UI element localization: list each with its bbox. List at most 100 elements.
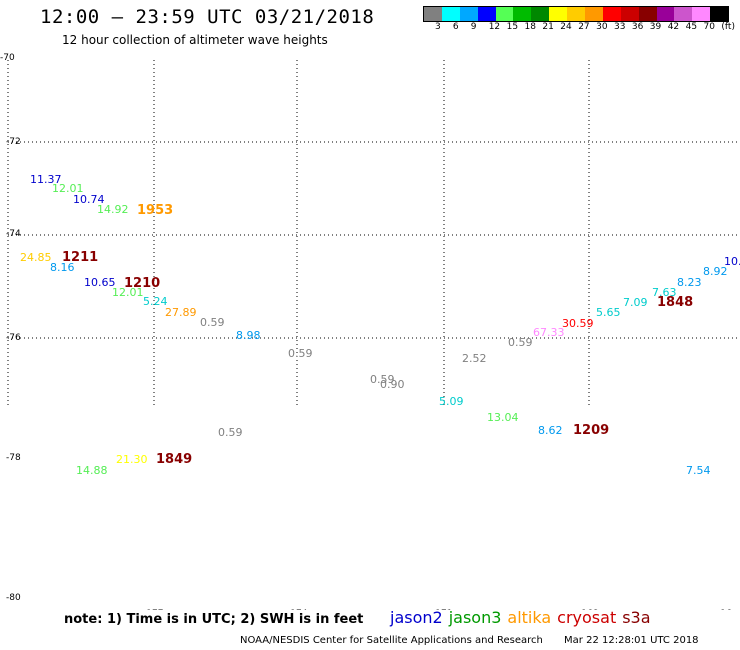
wave-height-label: 14.88 bbox=[76, 464, 108, 477]
wave-height-label: 8.98 bbox=[236, 329, 261, 342]
graticule bbox=[7, 60, 740, 405]
longitude-label: -174 bbox=[287, 609, 308, 610]
colorbar-swatch bbox=[567, 7, 586, 21]
colorbar-label: 39 bbox=[649, 22, 662, 32]
wave-height-label: 5.24 bbox=[143, 295, 168, 308]
wave-height-label: 0.59 bbox=[370, 373, 395, 386]
colorbar-label: 21 bbox=[542, 22, 554, 32]
wave-height-label: 7.54 bbox=[686, 464, 711, 477]
colorbar-swatch bbox=[585, 7, 603, 21]
longitude-label: -177 bbox=[143, 609, 163, 610]
wave-height-label: 0.59 bbox=[200, 316, 225, 329]
observation-time-label: 1849 bbox=[156, 452, 192, 467]
colorbar-label: 70 bbox=[703, 22, 715, 32]
footer-credit: NOAA/NESDIS Center for Satellite Applica… bbox=[240, 635, 699, 646]
units-note: note: 1) Time is in UTC; 2) SWH is in fe… bbox=[64, 612, 364, 627]
legend-entry-s3a: s3a bbox=[622, 608, 651, 627]
wave-height-label: 11.37 bbox=[30, 173, 62, 186]
colorbar-swatch bbox=[638, 7, 657, 21]
credit-text: NOAA/NESDIS Center for Satellite Applica… bbox=[240, 635, 543, 646]
wave-height-label: 10. bbox=[724, 255, 740, 268]
wave-height-label: 0.90 bbox=[380, 378, 405, 391]
colorbar-label: 36 bbox=[631, 22, 644, 32]
wave-height-label: 8.23 bbox=[677, 276, 702, 289]
longitude-labels: -180-177-174-171-168-16 bbox=[143, 609, 732, 610]
wave-height-label: 24.85 bbox=[20, 251, 52, 264]
latitude-label: -74 bbox=[6, 229, 21, 239]
colorbar-label: 9 bbox=[470, 22, 477, 32]
colorbar-label: 12 bbox=[488, 22, 501, 32]
wave-height-label: 12.01 bbox=[52, 182, 84, 195]
wave-height-label: 8.92 bbox=[703, 265, 728, 278]
wave-height-label: 12.01 bbox=[112, 286, 144, 299]
colorbar-swatch bbox=[602, 7, 621, 21]
colorbar-swatch bbox=[441, 7, 460, 21]
wave-height-label: 21.30 bbox=[116, 453, 148, 466]
colorbar-label: 42 bbox=[667, 22, 680, 32]
colorbar-label: 33 bbox=[614, 22, 626, 32]
colorbar-swatch bbox=[549, 7, 568, 21]
latitude-label: -80 bbox=[6, 593, 21, 603]
latitude-label: -78 bbox=[6, 453, 21, 463]
colorbar-label: 24 bbox=[560, 22, 572, 32]
wave-height-label: 5.65 bbox=[596, 306, 621, 319]
latitude-label: -72 bbox=[6, 137, 21, 147]
colorbar-swatch bbox=[495, 7, 514, 21]
wave-height-label: 0.59 bbox=[288, 347, 313, 360]
legend-entry-jason2: jason2 bbox=[390, 608, 443, 627]
colorbar-swatch bbox=[477, 7, 496, 21]
longitude-label: -16 bbox=[717, 609, 732, 610]
legend-entry-cryosat: cryosat bbox=[557, 608, 617, 627]
wave-height-label: 7.09 bbox=[623, 296, 648, 309]
wave-height-map: -70-72-74-76-78-80 -180-177-174-171-168-… bbox=[0, 53, 740, 610]
observation-time-label: 1211 bbox=[62, 250, 98, 265]
wave-height-label: 7.63 bbox=[652, 286, 677, 299]
timestamp-text: Mar 22 12:28:01 UTC 2018 bbox=[564, 635, 699, 646]
wave-height-label: 0.59 bbox=[218, 426, 243, 439]
wave-height-label: 13.04 bbox=[487, 411, 519, 424]
satellite-legend: jason2 jason3 altika cryosat s3a bbox=[390, 608, 657, 627]
wave-height-label: 2.52 bbox=[462, 352, 487, 365]
map-subtitle: 12 hour collection of altimeter wave hei… bbox=[62, 33, 328, 47]
colorbar-swatch bbox=[620, 7, 639, 21]
latitude-labels: -70 -72 -74 -76 -78 -80 bbox=[0, 53, 21, 603]
longitude-label: -171 bbox=[432, 609, 452, 610]
colorbar-label: 3 bbox=[435, 22, 441, 32]
colorbar-label: (ft) bbox=[721, 22, 735, 32]
observation-time-label: 1209 bbox=[573, 423, 609, 438]
colorbar-label: 6 bbox=[452, 22, 459, 32]
wave-height-label: 0.59 bbox=[508, 336, 533, 349]
wave-height-label: 67.33 bbox=[533, 326, 565, 339]
latitude-label: -70 bbox=[0, 53, 15, 63]
wave-height-label: 14.92 bbox=[97, 203, 129, 216]
wave-height-colorbar bbox=[423, 6, 730, 22]
colorbar-swatch bbox=[710, 7, 729, 21]
wave-height-label: 8.62 bbox=[538, 424, 563, 437]
observation-time-label: 1953 bbox=[137, 203, 173, 218]
longitude-label: -168 bbox=[578, 609, 599, 610]
colorbar-label: 30 bbox=[596, 22, 608, 32]
latitude-label: -76 bbox=[6, 333, 21, 343]
map-title: 12:00 — 23:59 UTC 03/21/2018 bbox=[40, 6, 375, 28]
observation-time-label: 1848 bbox=[657, 295, 693, 310]
wave-height-label: 10.74 bbox=[73, 193, 105, 206]
colorbar-labels: 3 6 9 12 15 18 21 24 27 30 33 36 39 42 45 70 (ft) bbox=[423, 22, 740, 34]
colorbar-label: 18 bbox=[524, 22, 536, 32]
colorbar-swatch bbox=[656, 7, 675, 21]
colorbar-label: 27 bbox=[578, 22, 590, 32]
colorbar-swatch bbox=[692, 7, 711, 21]
colorbar-swatch bbox=[459, 7, 478, 21]
colorbar-swatch bbox=[513, 7, 532, 21]
colorbar-swatch bbox=[424, 7, 442, 21]
colorbar-swatch bbox=[674, 7, 693, 21]
legend-entry-jason3: jason3 bbox=[448, 608, 502, 627]
colorbar-swatch bbox=[531, 7, 550, 21]
colorbar-label: 15 bbox=[506, 22, 519, 32]
wave-height-label: 27.89 bbox=[165, 306, 197, 319]
wave-height-label: 8.16 bbox=[50, 261, 75, 274]
wave-height-label: 10.65 bbox=[84, 276, 116, 289]
wave-height-label: 30.59 bbox=[562, 317, 594, 330]
colorbar-label: 45 bbox=[685, 22, 698, 32]
legend-entry-altika: altika bbox=[507, 608, 552, 627]
